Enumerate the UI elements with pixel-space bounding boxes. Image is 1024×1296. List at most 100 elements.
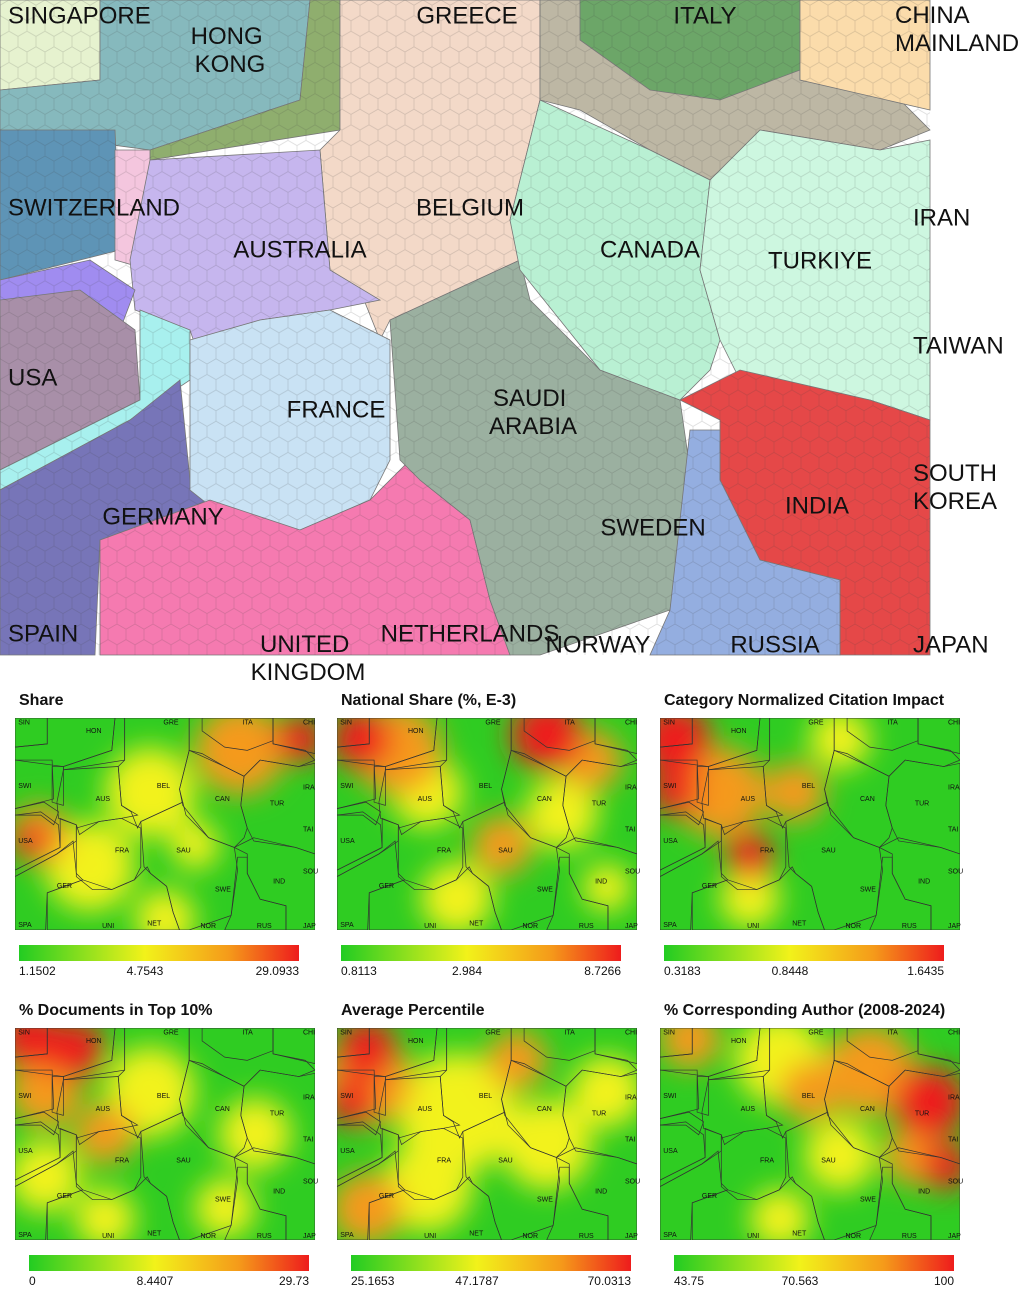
region-abbr: CAN: [860, 796, 875, 803]
heat-blob: [511, 718, 583, 771]
panel-title: % Corresponding Author (2008-2024): [664, 1002, 945, 1019]
region-abbr: FRA: [760, 1158, 774, 1165]
region-abbr: SWI: [663, 783, 676, 790]
region-abbr: SPA: [663, 1232, 677, 1239]
heat-blob: [720, 868, 780, 929]
region-abbr: SAU: [498, 848, 512, 855]
heat-blob: [472, 815, 532, 876]
region-abbr: SIN: [340, 720, 352, 727]
region-abbr: USA: [663, 1148, 678, 1155]
legend-label: 4.7543: [127, 964, 164, 978]
region-abbr: SOU: [625, 1179, 640, 1186]
legend-scale: [29, 1255, 309, 1271]
region-abbr: CHI: [303, 1030, 315, 1037]
region-border: [594, 1028, 637, 1064]
region-abbr: NET: [469, 920, 484, 927]
region-abbr: GRE: [808, 720, 824, 727]
heat-blob: [765, 762, 825, 823]
heat-blob: [894, 1066, 960, 1139]
region-abbr: CHI: [303, 720, 315, 727]
heat-blob: [219, 1098, 291, 1170]
region-abbr: HON: [86, 728, 102, 735]
region-abbr: CAN: [860, 1106, 875, 1113]
region-border: [720, 817, 787, 890]
region-border: [660, 1111, 704, 1136]
region-border: [523, 718, 596, 751]
region-abbr: SOU: [948, 1179, 963, 1186]
heat-blob: [276, 718, 315, 764]
region-abbr: UNI: [424, 1233, 436, 1240]
region-abbr: SWE: [860, 1196, 876, 1203]
heat-blob: [171, 821, 219, 870]
region-border: [397, 1127, 464, 1200]
region-label: SOUTH KOREA: [913, 460, 1004, 515]
heat-blob: [337, 1078, 376, 1127]
region-label: JAPAN: [913, 631, 989, 658]
region-abbr: TAI: [625, 827, 635, 834]
heat-blobs: [337, 1028, 637, 1240]
heat-blob: [105, 747, 195, 838]
region-abbr: JAP: [948, 923, 961, 930]
legend-label: 43.75: [674, 1274, 704, 1288]
region-abbr: TUR: [592, 801, 606, 808]
region-abbr: AUS: [418, 796, 433, 803]
heat-blob: [75, 1104, 135, 1164]
region-abbr: SWE: [215, 886, 231, 893]
region-abbr: RUS: [902, 923, 917, 930]
region-label: RUSSIA: [730, 631, 819, 658]
heat-blob: [75, 1188, 135, 1240]
region-border: [15, 759, 55, 809]
region-abbr: SWI: [663, 1093, 676, 1100]
region-abbr: SAU: [498, 1158, 512, 1165]
region-abbr: SOU: [625, 869, 640, 876]
heat-blobs: [337, 718, 631, 930]
region-abbr: RUS: [257, 1233, 272, 1240]
region-border: [917, 1028, 960, 1064]
region-abbr: GRE: [163, 1030, 179, 1037]
region-abbr: HON: [731, 1038, 747, 1045]
region-border: [696, 766, 709, 806]
region-border: [15, 811, 61, 871]
region-label: UNITED KINGDOM: [251, 631, 366, 686]
region-abbr: JAP: [303, 923, 316, 930]
region-abbr: HON: [408, 728, 424, 735]
region-border: [501, 749, 570, 848]
region-abbr: BEL: [479, 783, 492, 790]
region-border: [546, 1166, 609, 1240]
region-abbr: BEL: [479, 1093, 492, 1100]
legend-label: 0.3183: [664, 964, 701, 978]
region-abbr: CAN: [537, 1106, 552, 1113]
region-abbr: USA: [663, 838, 678, 845]
region-border: [15, 1121, 61, 1181]
legend-label: 2.984: [452, 964, 482, 978]
legend-label: 47.1787: [455, 1274, 499, 1288]
legend-label: 0: [29, 1274, 36, 1288]
legend-label: 0.8113: [341, 964, 377, 978]
heat-blob: [750, 1188, 810, 1240]
region-abbr: SIN: [340, 1030, 352, 1037]
heat-field: [337, 1028, 637, 1240]
region-abbr: GRE: [808, 1030, 824, 1037]
region-abbr: FRA: [115, 1158, 129, 1165]
region-abbr: JAP: [948, 1233, 961, 1240]
region-abbr: TUR: [592, 1111, 606, 1118]
region-label: INDIA: [785, 492, 849, 519]
region-border: [846, 1028, 919, 1061]
region-label: NORWAY: [546, 631, 651, 658]
region-border: [594, 718, 637, 754]
region-border: [224, 1166, 287, 1240]
region-border: [51, 1076, 64, 1116]
region-abbr: UNI: [102, 923, 114, 930]
region-border: [660, 801, 704, 826]
region-abbr: IND: [918, 878, 930, 885]
legend-label: 1.1502: [19, 964, 56, 978]
region-abbr: USA: [340, 1148, 355, 1155]
region-abbr: NET: [792, 1230, 807, 1237]
region-abbr: UNI: [102, 1233, 114, 1240]
heatmap-panel: Share SIN HON GRE ITA CHI SWI AUS BEL CAN TUR IRA US…: [15, 692, 318, 978]
heat-blob: [421, 862, 493, 930]
region-border: [75, 817, 142, 890]
panel-title: Category Normalized Citation Impact: [664, 692, 945, 709]
region-border: [523, 1028, 596, 1061]
region-abbr: RUS: [257, 923, 272, 930]
